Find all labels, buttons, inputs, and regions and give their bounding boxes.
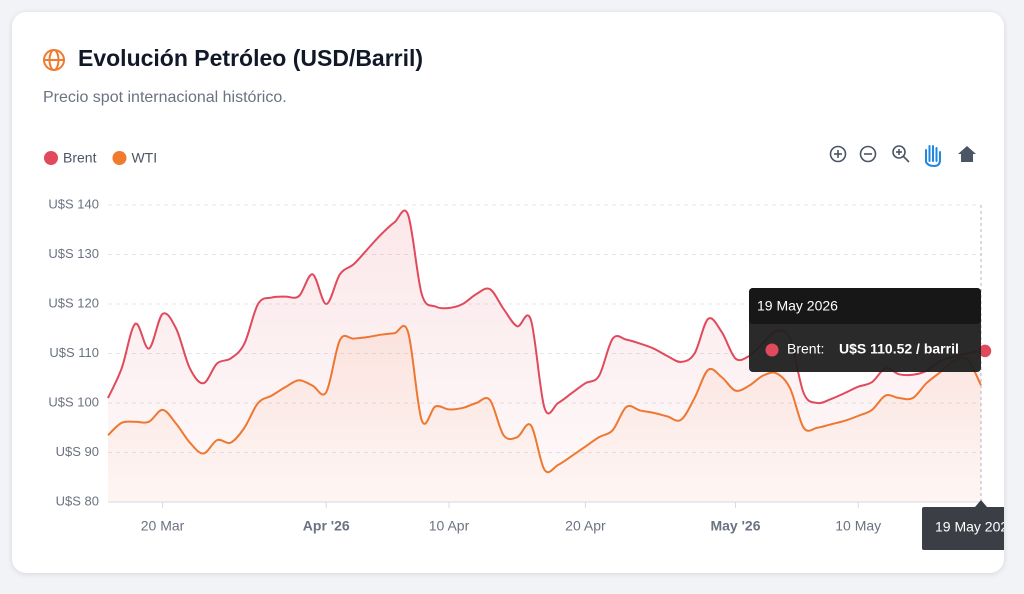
y-tick-label: U$S 100 bbox=[48, 394, 99, 409]
y-tick-label: U$S 90 bbox=[56, 444, 99, 459]
tooltip-marker bbox=[765, 343, 779, 357]
zoom-select-button[interactable] bbox=[892, 145, 910, 163]
zoom-out-button[interactable] bbox=[859, 145, 877, 163]
plot: U$S 80 U$S 90 U$S 100 U$S 110 U$S 120 U$S 130… bbox=[48, 196, 1016, 550]
tooltip-date: 19 May 2026 bbox=[757, 298, 838, 314]
legend-marker bbox=[112, 151, 127, 165]
y-tick-label: U$S 120 bbox=[48, 295, 99, 310]
legend-label: WTI bbox=[131, 150, 157, 166]
chart-subtitle: Precio spot internacional histórico. bbox=[43, 89, 287, 106]
chart-title: Evolución Petróleo (USD/Barril) bbox=[78, 45, 423, 71]
title-icon bbox=[43, 49, 65, 71]
x-tick-label: Apr '26 bbox=[303, 518, 350, 534]
y-tick-label: U$S 80 bbox=[56, 493, 99, 508]
tooltip: 19 May 2026 Brent: U$S 110.52 / barril bbox=[749, 288, 981, 372]
x-tick-label: May '26 bbox=[710, 518, 760, 534]
x-tick-label: 10 Apr bbox=[429, 518, 470, 534]
legend-marker bbox=[44, 151, 58, 165]
reset-button[interactable] bbox=[958, 146, 976, 162]
series-line bbox=[107, 209, 982, 415]
area-fill bbox=[108, 210, 981, 502]
tooltip-header bbox=[749, 288, 981, 324]
toolbar bbox=[829, 145, 976, 168]
legend-label: Brent bbox=[63, 150, 97, 166]
crosshair-label: 19 May 2026 bbox=[935, 519, 1016, 535]
x-tick-label: 20 Mar bbox=[141, 518, 185, 534]
crosshair-label-box bbox=[922, 507, 1004, 550]
tooltip-value: U$S 110.52 / barril bbox=[839, 341, 959, 357]
x-tick-label: 10 May bbox=[835, 518, 881, 534]
tooltip-series: Brent: bbox=[787, 341, 824, 357]
y-tick-label: U$S 130 bbox=[48, 246, 99, 261]
y-tick-label: U$S 140 bbox=[48, 196, 99, 211]
crosshair-label-pointer bbox=[975, 500, 987, 507]
zoom-in-button[interactable] bbox=[829, 145, 847, 163]
pan-button[interactable] bbox=[925, 145, 941, 168]
y-tick-label: U$S 110 bbox=[49, 345, 99, 360]
x-tick-label: 20 Apr bbox=[565, 518, 606, 534]
